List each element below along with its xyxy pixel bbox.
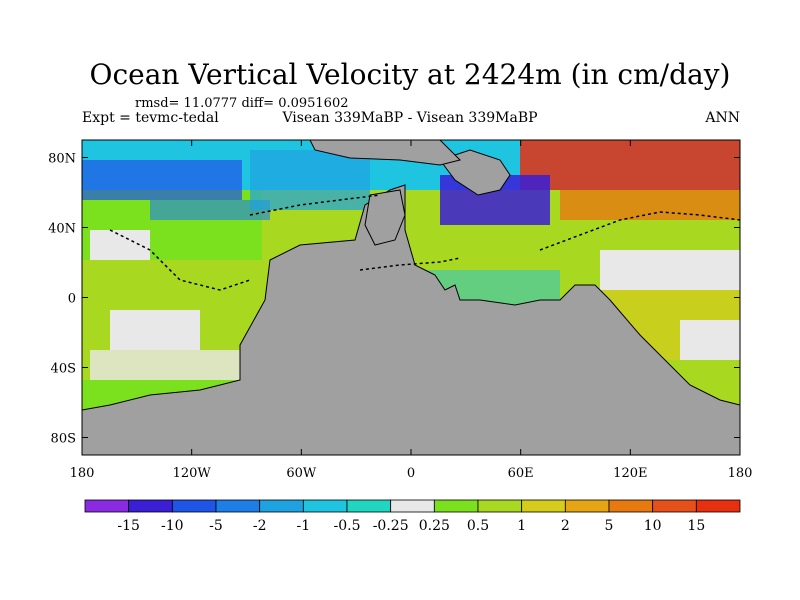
colorbar-label: 1	[517, 518, 526, 534]
colorbar-label: -0.25	[373, 518, 409, 534]
colorbar-label: -10	[161, 518, 184, 534]
x-tick-label: 60E	[508, 466, 534, 481]
zone-tethys-red	[520, 140, 740, 190]
colorbar-label: 2	[561, 518, 570, 534]
y-tick-label: 80S	[51, 432, 76, 447]
zone-white-pacific-2	[110, 310, 200, 350]
colorbar-label: 15	[687, 518, 705, 534]
colorbar-swatch	[302, 499, 348, 513]
zone-central-north	[82, 160, 242, 200]
chart-title: Ocean Vertical Velocity at 2424m (in cm/…	[90, 58, 731, 91]
colorbar-swatch	[259, 499, 304, 513]
colorbar-label: -1	[297, 518, 311, 534]
ridge-center	[359, 257, 461, 271]
colorbar-swatch	[608, 499, 654, 513]
ridge-lines	[109, 194, 740, 291]
land-masses	[82, 140, 740, 455]
colorbar-swatch	[171, 499, 217, 513]
x-tick-label: 120W	[173, 466, 212, 481]
colorbar-swatch	[84, 499, 130, 513]
experiment-label: Expt = tevmc-tedal	[82, 110, 219, 126]
y-tick-label: 40N	[48, 222, 76, 237]
x-tick-label: 120E	[613, 466, 647, 481]
colorbar-swatch	[433, 499, 479, 513]
x-tick-label: 60W	[286, 466, 317, 481]
colorbar-swatch	[346, 499, 392, 513]
colorbar-label: -2	[253, 518, 267, 534]
x-axis: 180 120W 60W 0 60E 120E 180	[70, 140, 753, 481]
y-tick-label: 40S	[51, 362, 76, 377]
zone-north-blue-band	[150, 200, 270, 220]
colorbar-swatch	[215, 499, 261, 513]
stats-label: rmsd= 11.0777 diff= 0.0951602	[135, 96, 349, 111]
colorbar-swatch	[128, 499, 173, 513]
y-tick-label: 80N	[48, 152, 76, 167]
zone-south-pacific-white	[90, 350, 240, 380]
colorbar-swatch	[390, 499, 435, 513]
x-tick-label: 0	[407, 466, 415, 481]
zone-east-white	[680, 320, 740, 360]
y-tick-label: 0	[68, 292, 76, 307]
colorbar-swatch	[521, 499, 566, 513]
x-tick-label: 180	[728, 466, 753, 481]
zone-tethys-orange	[560, 190, 740, 220]
zone-central-cyan	[250, 150, 370, 210]
season-label: ANN	[704, 110, 740, 126]
colorbar-swatch	[564, 499, 610, 513]
zone-white-pacific	[90, 230, 150, 260]
land-north-cap	[309, 140, 461, 166]
land-mid-block	[364, 189, 406, 246]
land-laurussia	[439, 149, 511, 196]
colorbar-swatch	[477, 499, 523, 513]
colorbar-label: 10	[644, 518, 662, 534]
map-field	[82, 140, 740, 455]
x-tick-label: 180	[70, 466, 95, 481]
colorbar-label: 0.5	[467, 518, 489, 534]
ridge-north	[249, 194, 381, 216]
zone-east-cyan	[600, 250, 740, 290]
y-axis: 80N 40N 0 40S 80S	[48, 152, 740, 447]
comparison-label: Visean 339MaBP - Visean 339MaBP	[281, 110, 537, 126]
colorbar-label: 5	[605, 518, 614, 534]
colorbar-label: -5	[209, 518, 223, 534]
colorbar-swatch	[652, 499, 697, 513]
ridge-west	[109, 229, 251, 291]
colorbar: -15 -10 -5 -2 -1 -0.5 -0.25 0.25 0.5 1 2 5 10 15	[84, 499, 741, 534]
colorbar-label: -0.5	[334, 518, 361, 534]
colorbar-swatch	[695, 499, 741, 513]
colorbar-label: -15	[117, 518, 140, 534]
colorbar-label: 0.25	[419, 518, 450, 534]
